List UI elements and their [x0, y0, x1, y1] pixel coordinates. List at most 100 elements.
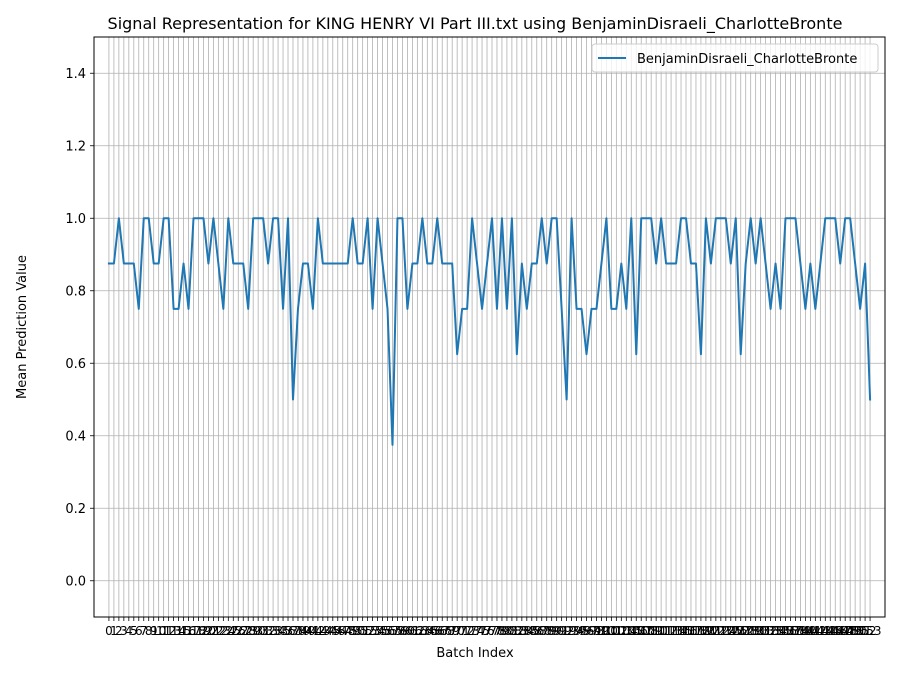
- x-tick-label: 100: [595, 624, 618, 638]
- x-tick-label: 90: [549, 624, 564, 638]
- x-tick-label: 134: [764, 624, 787, 638]
- x-tick-label: 81: [504, 624, 519, 638]
- x-tick-label: 4: [125, 624, 133, 638]
- x-tick-label: 55: [375, 624, 390, 638]
- y-axis-label: Mean Prediction Value: [15, 255, 30, 399]
- y-tick-label: 1.2: [65, 139, 86, 154]
- x-tick-label: 113: [660, 624, 683, 638]
- x-tick-label: 95: [574, 624, 589, 638]
- x-tick-label: 147: [829, 624, 852, 638]
- x-tick-label: 144: [814, 624, 837, 638]
- x-tick-label: 69: [445, 624, 460, 638]
- x-tick-label: 77: [484, 624, 499, 638]
- x-tick-label: 93: [564, 624, 579, 638]
- x-tick-label: 149: [839, 624, 862, 638]
- x-tick-label: 46: [330, 624, 345, 638]
- x-tick-label: 12: [161, 624, 176, 638]
- x-tick-label: 79: [494, 624, 509, 638]
- x-tick-label: 124: [714, 624, 737, 638]
- x-tick-label: 3: [120, 624, 128, 638]
- plot-frame: [93, 36, 886, 618]
- x-tick-label: 71: [454, 624, 469, 638]
- x-tick-label: 7: [140, 624, 148, 638]
- x-tick-label: 6: [135, 624, 143, 638]
- x-tick-label: 25: [226, 624, 241, 638]
- x-tick-label: 24: [221, 624, 236, 638]
- series-line: [107, 217, 872, 446]
- x-tick-label: 62: [410, 624, 425, 638]
- legend-box: [591, 43, 879, 73]
- x-tick-label: 118: [685, 624, 708, 638]
- x-tick-label: 140: [794, 624, 817, 638]
- x-tick-label: 0: [105, 624, 113, 638]
- x-tick-label: 83: [514, 624, 529, 638]
- x-tick-label: 23: [216, 624, 231, 638]
- x-tick-label: 126: [724, 624, 747, 638]
- x-tick-label: 72: [459, 624, 474, 638]
- x-tick-label: 16: [181, 624, 196, 638]
- x-axis-ticks: 0123456789101112131415161718192021222324…: [105, 617, 882, 638]
- y-tick-label: 0.2: [65, 502, 86, 517]
- x-tick-label: 98: [589, 624, 604, 638]
- x-tick-label: 57: [385, 624, 400, 638]
- x-tick-label: 87: [534, 624, 549, 638]
- x-tick-label: 10: [151, 624, 166, 638]
- x-tick-label: 141: [799, 624, 822, 638]
- x-tick-label: 94: [569, 624, 584, 638]
- x-tick-label: 32: [260, 624, 275, 638]
- x-tick-label: 146: [824, 624, 847, 638]
- x-tick-label: 152: [854, 624, 877, 638]
- x-tick-label: 129: [739, 624, 762, 638]
- x-tick-label: 2: [115, 624, 123, 638]
- legend-label: BenjaminDisraeli_CharlotteBronte: [637, 52, 857, 67]
- x-tick-label: 64: [420, 624, 435, 638]
- x-tick-label: 123: [709, 624, 732, 638]
- x-tick-label: 86: [529, 624, 544, 638]
- x-tick-label: 60: [400, 624, 415, 638]
- x-tick-label: 50: [350, 624, 365, 638]
- x-tick-label: 47: [335, 624, 350, 638]
- x-tick-label: 91: [554, 624, 569, 638]
- x-tick-label: 35: [275, 624, 290, 638]
- x-tick-label: 96: [579, 624, 594, 638]
- x-tick-label: 37: [285, 624, 300, 638]
- x-tick-label: 58: [390, 624, 405, 638]
- x-tick-label: 131: [749, 624, 772, 638]
- x-tick-label: 106: [625, 624, 648, 638]
- x-tick-label: 130: [744, 624, 767, 638]
- x-tick-label: 27: [236, 624, 251, 638]
- x-tick-label: 22: [211, 624, 226, 638]
- x-tick-label: 39: [295, 624, 310, 638]
- chart-title: Signal Representation for KING HENRY VI …: [108, 14, 843, 34]
- x-tick-label: 56: [380, 624, 395, 638]
- x-tick-label: 116: [675, 624, 698, 638]
- x-tick-label: 115: [670, 624, 693, 638]
- x-tick-label: 107: [630, 624, 653, 638]
- y-tick-label: 1.0: [65, 212, 86, 227]
- x-tick-label: 133: [759, 624, 782, 638]
- x-tick-label: 112: [655, 624, 678, 638]
- x-tick-label: 151: [849, 624, 872, 638]
- x-tick-label: 102: [605, 624, 628, 638]
- x-tick-label: 148: [834, 624, 857, 638]
- x-tick-label: 121: [699, 624, 722, 638]
- x-tick-label: 29: [246, 624, 261, 638]
- x-tick-label: 5: [130, 624, 138, 638]
- x-tick-label: 143: [809, 624, 832, 638]
- x-tick-label: 13: [166, 624, 181, 638]
- x-tick-label: 11: [156, 624, 171, 638]
- x-tick-label: 15: [176, 624, 191, 638]
- x-tick-label: 53: [365, 624, 380, 638]
- x-tick-label: 117: [680, 624, 703, 638]
- x-tick-label: 97: [584, 624, 599, 638]
- x-tick-label: 67: [435, 624, 450, 638]
- x-tick-label: 122: [704, 624, 727, 638]
- y-gridlines: [94, 72, 885, 582]
- x-tick-label: 14: [171, 624, 186, 638]
- x-tick-label: 89: [544, 624, 559, 638]
- y-tick-label: 0.0: [65, 574, 86, 589]
- x-tick-label: 75: [474, 624, 489, 638]
- x-tick-label: 85: [524, 624, 539, 638]
